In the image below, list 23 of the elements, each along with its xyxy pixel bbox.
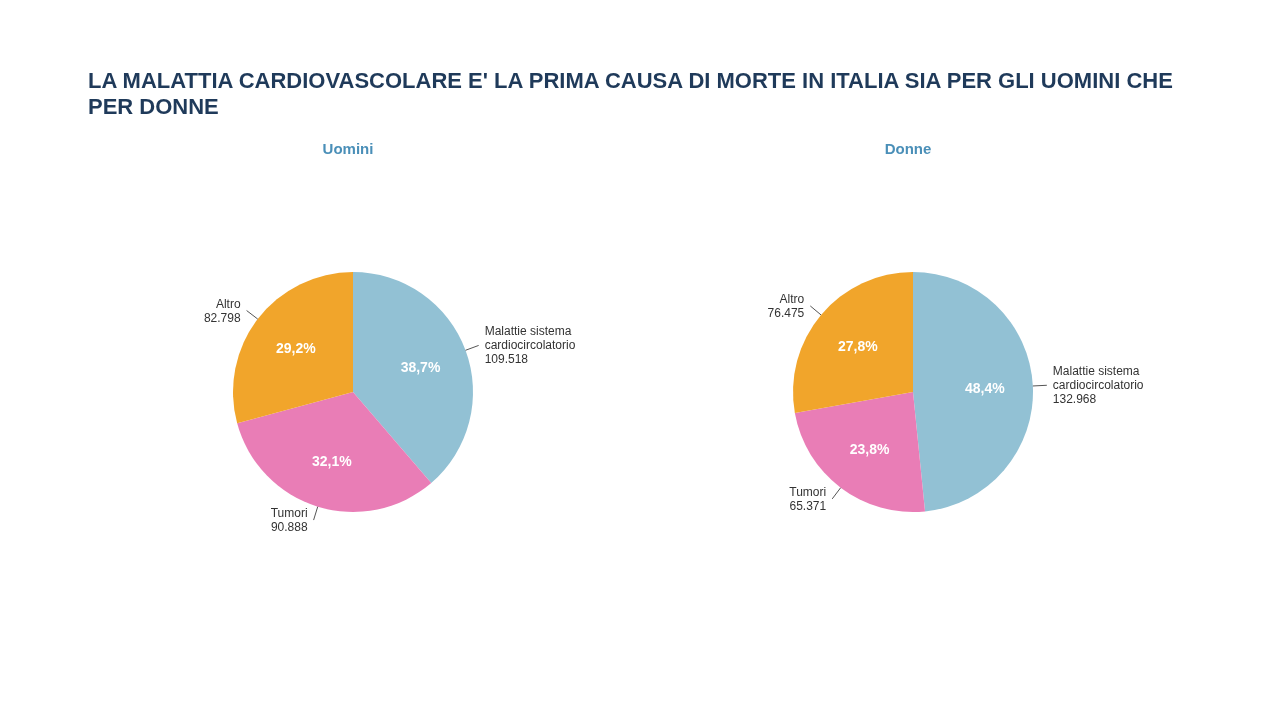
chart-subtitle: Uomini xyxy=(321,140,375,157)
slice-label: Tumori xyxy=(270,506,308,521)
data-label: 38,7% xyxy=(400,358,441,375)
chart-subtitle: Donne xyxy=(883,140,933,157)
data-label: 32,1% xyxy=(311,452,353,469)
slice-label: Altro xyxy=(215,296,241,311)
data-label: 29,2% xyxy=(275,340,317,357)
text: 90.888 xyxy=(270,520,308,535)
data-label: 23,8% xyxy=(849,441,890,458)
text: 82.798 xyxy=(203,310,241,325)
data-label: 27,8% xyxy=(837,337,879,354)
data-label: 48,4% xyxy=(965,380,1006,397)
text: 65.371 xyxy=(789,498,827,513)
pie-slice xyxy=(353,272,473,483)
text: 132.968 xyxy=(1052,392,1097,407)
slice-label: Malattie sistema cardiocircolatorio xyxy=(484,324,576,353)
text: 76.475 xyxy=(767,305,805,320)
slice-label: Tumori xyxy=(789,484,827,499)
slice-label: Malattie sistema cardiocircolatorio xyxy=(1052,364,1144,393)
slice-label: Altro xyxy=(779,291,805,306)
text: 109.518 xyxy=(484,352,529,367)
text: LA MALATTIA CARDIOVASCOLARE E' LA PRIMA CAUSA DI MORTE IN ITALIA SIA PER GLI UOMINI CHE PER DONNE xyxy=(87,67,1174,121)
pie-slice xyxy=(913,272,1033,512)
